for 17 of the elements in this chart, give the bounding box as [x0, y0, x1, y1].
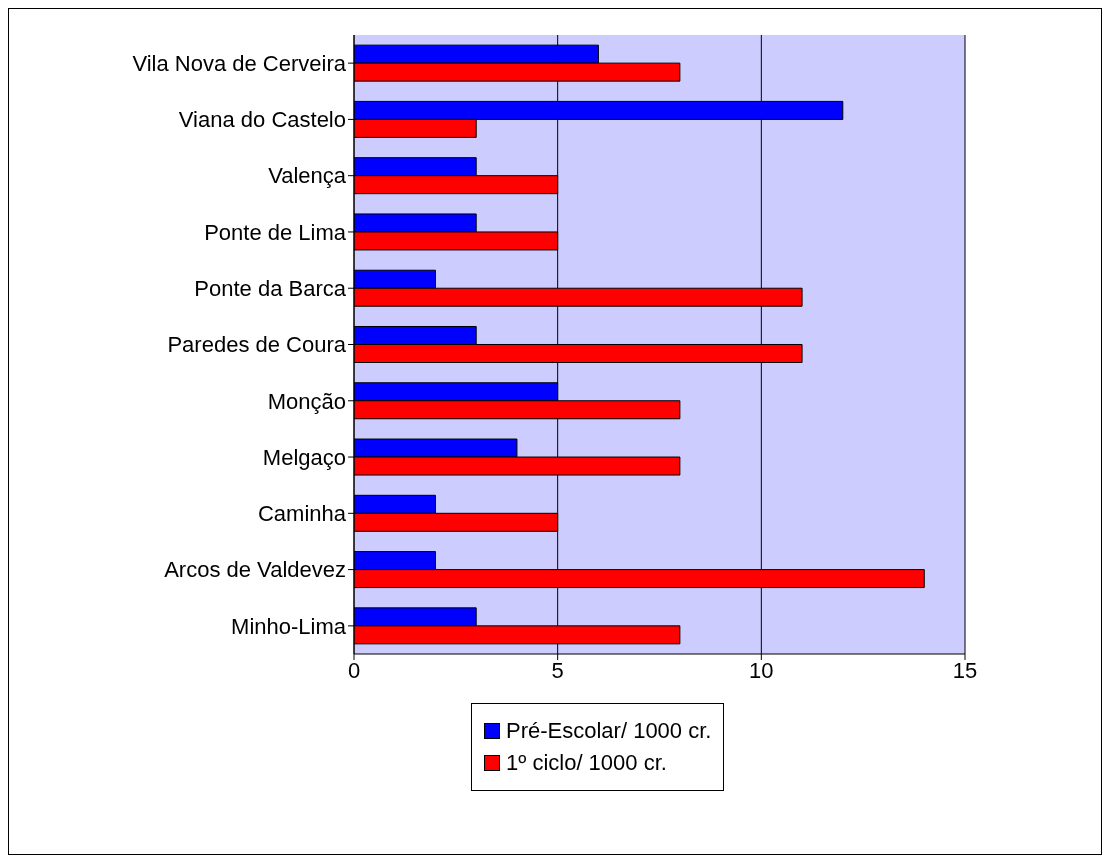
y-tick-label: Valença [268, 163, 347, 189]
y-tick-label: Vila Nova de Cerveira [132, 50, 347, 76]
y-tick-label: Melgaço [262, 444, 346, 470]
y-tick-label: Ponte de Lima [204, 219, 347, 245]
y-tick-label: Monção [267, 388, 346, 414]
legend-label: 1º ciclo/ 1000 cr. [506, 750, 667, 776]
y-tick-label: Paredes de Coura [167, 332, 347, 358]
y-tick-label: Minho-Lima [231, 613, 347, 639]
x-tick-label: 5 [551, 657, 564, 683]
x-tick-label: 0 [347, 657, 361, 683]
legend-label: Pré-Escolar/ 1000 cr. [506, 718, 712, 744]
x-tick-label: 15 [952, 657, 978, 683]
y-tick-label: Arcos de Valdevez [164, 557, 346, 583]
y-tick-label: Ponte da Barca [194, 276, 347, 302]
x-tick-label: 10 [749, 657, 774, 683]
y-tick-label: Caminha [257, 501, 347, 527]
y-tick-label: Viana do Castelo [178, 107, 346, 133]
